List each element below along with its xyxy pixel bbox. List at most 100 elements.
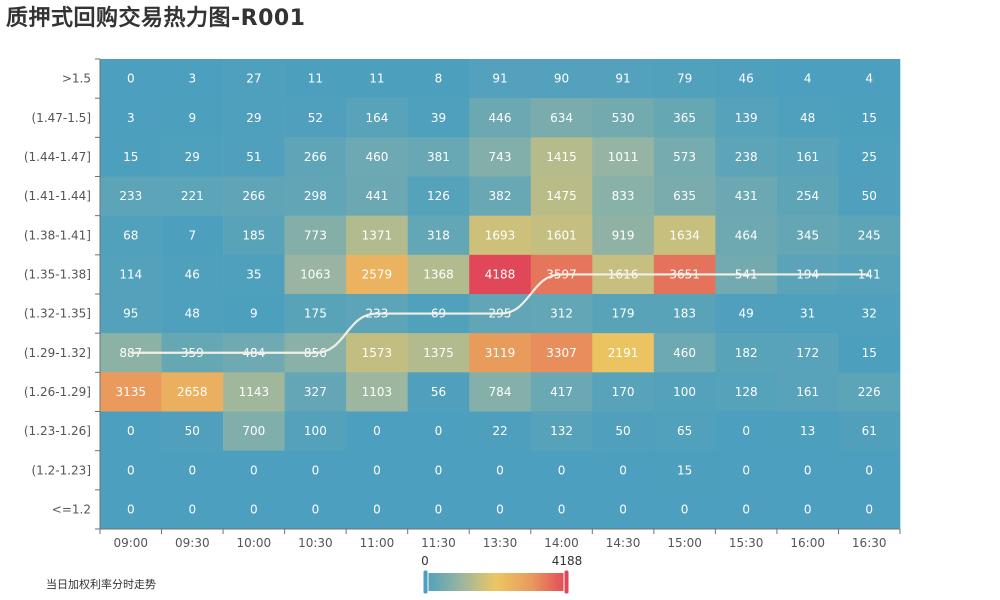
heatmap-cell[interactable]: [346, 59, 408, 99]
heatmap-cell[interactable]: [100, 294, 162, 334]
visual-map[interactable]: 0 4188: [421, 554, 582, 595]
heatmap-cell[interactable]: [346, 215, 408, 256]
heatmap-cell[interactable]: [407, 137, 470, 177]
heatmap-cell[interactable]: [407, 450, 470, 491]
heatmap-cell[interactable]: [407, 411, 470, 451]
heatmap-cell[interactable]: [407, 59, 470, 99]
heatmap-cell[interactable]: [407, 333, 470, 373]
heatmap-cell[interactable]: [346, 98, 408, 138]
heatmap-cell[interactable]: [100, 489, 162, 530]
heatmap-cell[interactable]: [838, 59, 901, 99]
heatmap-cell[interactable]: [776, 137, 839, 177]
heatmap-cell[interactable]: [284, 215, 347, 256]
heatmap-cell[interactable]: [469, 176, 532, 216]
heatmap-cell[interactable]: [715, 294, 778, 334]
heatmap-cell[interactable]: [653, 137, 716, 177]
heatmap-cell[interactable]: [592, 411, 655, 451]
heatmap-cell[interactable]: [776, 98, 839, 138]
heatmap-cell[interactable]: [776, 215, 839, 256]
heatmap-cell[interactable]: [407, 98, 470, 138]
heatmap-cell[interactable]: [469, 254, 532, 295]
heatmap-cell[interactable]: [161, 137, 224, 177]
heatmap-cell[interactable]: [223, 489, 285, 530]
heatmap-cell[interactable]: [223, 450, 285, 491]
heatmap-cell[interactable]: [284, 59, 347, 99]
heatmap-cell[interactable]: [284, 98, 347, 138]
heatmap-cell[interactable]: [715, 98, 778, 138]
heatmap-cell[interactable]: [469, 372, 532, 412]
heatmap-cell[interactable]: [469, 137, 532, 177]
heatmap-cell[interactable]: [223, 137, 285, 177]
heatmap-cell[interactable]: [838, 294, 901, 334]
heatmap-cell[interactable]: [346, 489, 408, 530]
heatmap-cell[interactable]: [715, 215, 778, 256]
heatmap-cell[interactable]: [284, 489, 347, 530]
heatmap-cell[interactable]: [530, 489, 593, 530]
heatmap-cell[interactable]: [407, 215, 470, 256]
heatmap-cell[interactable]: [284, 254, 347, 295]
heatmap-cell[interactable]: [592, 176, 655, 216]
heatmap-cell[interactable]: [530, 59, 593, 99]
heatmap-cell[interactable]: [346, 137, 408, 177]
heatmap-cell[interactable]: [838, 411, 901, 451]
heatmap-cell[interactable]: [223, 98, 285, 138]
heatmap-cell[interactable]: [838, 215, 901, 256]
heatmap-cell[interactable]: [469, 215, 532, 256]
heatmap-cell[interactable]: [284, 176, 347, 216]
heatmap-cell[interactable]: [284, 294, 347, 334]
heatmap-cell[interactable]: [592, 450, 655, 491]
heatmap-cell[interactable]: [592, 215, 655, 256]
heatmap-cell[interactable]: [407, 176, 470, 216]
heatmap-cell[interactable]: [284, 137, 347, 177]
heatmap-cell[interactable]: [223, 411, 285, 451]
heatmap-cell[interactable]: [346, 450, 408, 491]
heatmap-cell[interactable]: [530, 98, 593, 138]
heatmap-cell[interactable]: [100, 98, 162, 138]
heatmap-cell[interactable]: [100, 254, 162, 295]
heatmap-cell[interactable]: [592, 98, 655, 138]
heatmap-cell[interactable]: [100, 372, 162, 412]
heatmap-cell[interactable]: [161, 215, 224, 256]
heatmap-cell[interactable]: [100, 59, 162, 99]
heatmap-cell[interactable]: [838, 176, 901, 216]
heatmap-cell[interactable]: [653, 59, 716, 99]
heatmap-cell[interactable]: [223, 59, 285, 99]
heatmap-cell[interactable]: [346, 176, 408, 216]
heatmap-cell[interactable]: [653, 294, 716, 334]
heatmap-cell[interactable]: [530, 176, 593, 216]
heatmap-cell[interactable]: [161, 254, 224, 295]
heatmap-cell[interactable]: [530, 450, 593, 491]
heatmap-cell[interactable]: [530, 333, 593, 373]
heatmap-cell[interactable]: [284, 411, 347, 451]
heatmap-cell[interactable]: [776, 450, 839, 491]
visual-map-gradient-bar[interactable]: [425, 573, 567, 591]
heatmap-cell[interactable]: [715, 176, 778, 216]
heatmap-cell[interactable]: [776, 176, 839, 216]
heatmap-cell[interactable]: [469, 411, 532, 451]
heatmap-cell[interactable]: [838, 450, 901, 491]
heatmap-cell[interactable]: [530, 372, 593, 412]
heatmap-cell[interactable]: [653, 411, 716, 451]
heatmap-cell[interactable]: [653, 98, 716, 138]
heatmap-cell[interactable]: [530, 294, 593, 334]
heatmap-cell[interactable]: [715, 372, 778, 412]
heatmap-cell[interactable]: [161, 372, 224, 412]
heatmap-cell[interactable]: [469, 59, 532, 99]
heatmap-cell[interactable]: [715, 59, 778, 99]
visual-map-max-handle[interactable]: [563, 569, 570, 595]
heatmap-cell[interactable]: [346, 411, 408, 451]
heatmap-cell[interactable]: [161, 59, 224, 99]
heatmap-cell[interactable]: [776, 411, 839, 451]
heatmap-cell[interactable]: [592, 294, 655, 334]
heatmap-cell[interactable]: [653, 450, 716, 491]
heatmap-cell[interactable]: [653, 489, 716, 530]
heatmap-cell[interactable]: [592, 372, 655, 412]
visual-map-min-handle[interactable]: [422, 569, 429, 595]
heatmap-cell[interactable]: [715, 137, 778, 177]
heatmap-cell[interactable]: [530, 137, 593, 177]
heatmap-cell[interactable]: [592, 137, 655, 177]
heatmap-cell[interactable]: [100, 450, 162, 491]
heatmap-cell[interactable]: [100, 411, 162, 451]
heatmap-cell[interactable]: [776, 372, 839, 412]
heatmap-cell[interactable]: [776, 59, 839, 99]
